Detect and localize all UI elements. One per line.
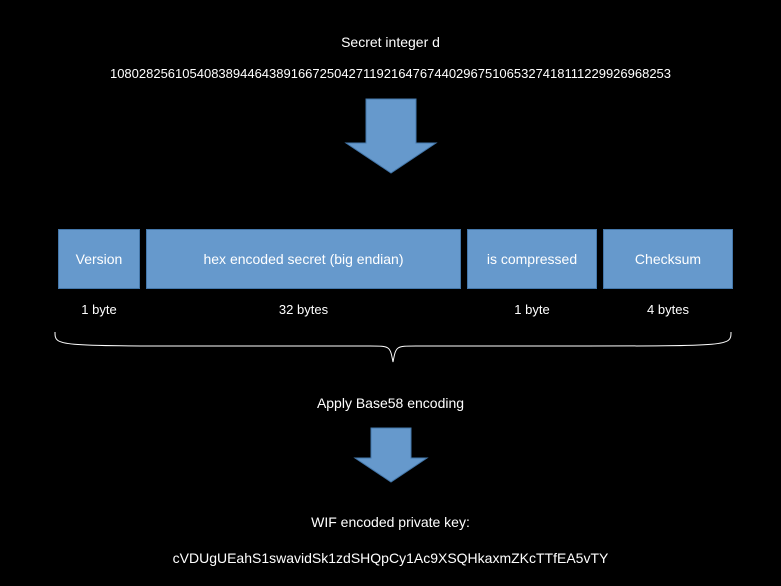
bytes-checksum: 4 bytes bbox=[603, 302, 733, 322]
fields-row: Version hex encoded secret (big endian) … bbox=[58, 229, 733, 289]
secret-integer: 1080282561054083894464389166725042711921… bbox=[0, 66, 781, 81]
bytes-version: 1 byte bbox=[58, 302, 140, 322]
wif-title: WIF encoded private key: bbox=[0, 514, 781, 530]
arrow-down-1 bbox=[341, 97, 441, 183]
field-box-version: Version bbox=[58, 229, 140, 289]
curly-brace bbox=[50, 332, 736, 372]
bytes-hex-secret: 32 bytes bbox=[146, 302, 461, 322]
field-box-checksum: Checksum bbox=[603, 229, 733, 289]
secret-title: Secret integer d bbox=[0, 34, 781, 50]
apply-encoding-label: Apply Base58 encoding bbox=[0, 395, 781, 411]
bytes-is-compressed: 1 byte bbox=[467, 302, 597, 322]
wif-value: cVDUgUEahS1swavidSk1zdSHQpCy1Ac9XSQHkaxm… bbox=[0, 550, 781, 566]
field-box-hex-secret: hex encoded secret (big endian) bbox=[146, 229, 461, 289]
arrow-down-2 bbox=[351, 426, 431, 488]
bytes-row: 1 byte 32 bytes 1 byte 4 bytes bbox=[58, 302, 733, 322]
field-box-is-compressed: is compressed bbox=[467, 229, 597, 289]
